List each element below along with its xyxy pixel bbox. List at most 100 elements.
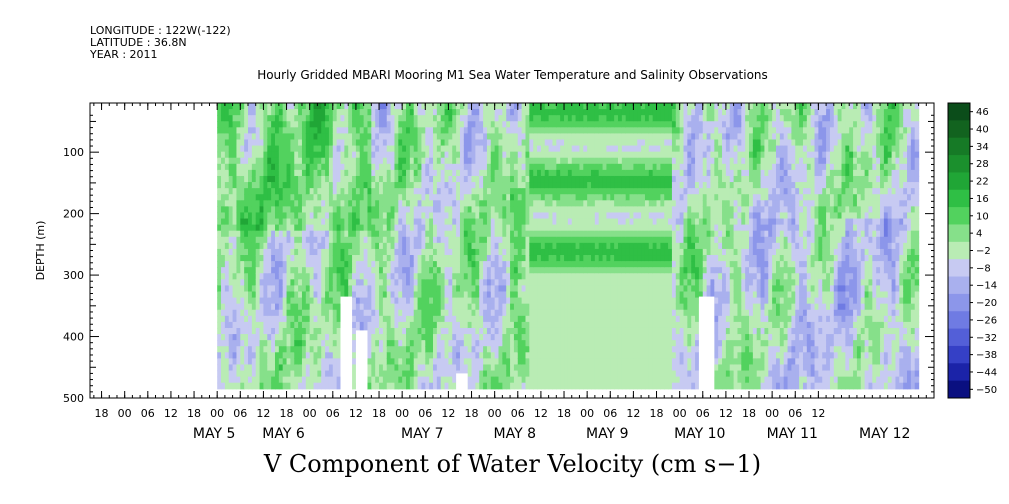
heatmap-cell <box>421 139 426 147</box>
heatmap-cell <box>560 121 565 128</box>
heatmap-cell <box>255 218 261 226</box>
heatmap-cell <box>317 157 322 165</box>
heatmap-cell <box>510 291 515 299</box>
heatmap-cell <box>363 206 369 214</box>
heatmap-cell <box>479 206 484 214</box>
heatmap-cell <box>540 230 546 238</box>
heatmap-cell <box>467 163 473 171</box>
heatmap-cell <box>344 194 349 201</box>
heatmap-cell <box>556 315 561 323</box>
heatmap-cell <box>255 151 261 159</box>
heatmap-cell <box>309 218 315 226</box>
heatmap-cell <box>413 212 419 220</box>
heatmap-cell <box>467 182 473 189</box>
heatmap-cell <box>479 224 484 232</box>
heatmap-cell <box>328 327 334 335</box>
heatmap-cell <box>556 267 561 274</box>
heatmap-cell <box>328 121 334 128</box>
heatmap-cell <box>575 255 581 262</box>
heatmap-cell <box>217 291 222 299</box>
heatmap-cell <box>317 340 322 347</box>
heatmap-cell <box>321 169 326 177</box>
heatmap-cell <box>240 273 245 280</box>
heatmap-cell <box>224 103 230 110</box>
heatmap-cell <box>267 291 272 299</box>
heatmap-cell <box>498 340 503 347</box>
heatmap-cell <box>502 157 507 165</box>
heatmap-cell <box>602 188 608 195</box>
heatmap-cell <box>332 382 338 390</box>
heatmap-cell <box>440 267 446 274</box>
heatmap-cell <box>448 212 453 220</box>
heatmap-cell <box>290 230 295 238</box>
heatmap-cell <box>521 169 527 177</box>
heatmap-cell <box>525 364 530 372</box>
heatmap-cell <box>309 194 315 201</box>
heatmap-cell <box>217 169 222 177</box>
heatmap-cell <box>298 370 303 378</box>
heatmap-cell <box>367 169 372 177</box>
heatmap-cell <box>506 248 511 256</box>
heatmap-cell <box>317 370 322 378</box>
heatmap-cell <box>221 212 226 220</box>
heatmap-cell <box>425 279 430 287</box>
heatmap-cell <box>290 206 295 214</box>
heatmap-cell <box>294 273 299 280</box>
heatmap-cell <box>444 133 450 141</box>
heatmap-cell <box>301 309 307 317</box>
heatmap-cell <box>344 127 349 134</box>
heatmap-cell <box>571 242 577 250</box>
heatmap-cell <box>436 285 442 293</box>
heatmap-cell <box>321 163 326 171</box>
heatmap-cell <box>390 121 396 128</box>
heatmap-cell <box>309 261 315 268</box>
heatmap-cell <box>610 212 615 220</box>
heatmap-cell <box>479 157 484 165</box>
heatmap-cell <box>375 121 380 128</box>
heatmap-cell <box>614 273 619 280</box>
heatmap-cell <box>459 188 465 195</box>
heatmap-cell <box>355 109 361 116</box>
heatmap-cell <box>498 334 503 341</box>
heatmap-cell <box>583 340 588 347</box>
heatmap-cell <box>255 303 261 311</box>
heatmap-cell <box>513 121 519 128</box>
heatmap-cell <box>452 121 457 128</box>
heatmap-cell <box>224 376 230 384</box>
heatmap-cell <box>429 103 434 110</box>
heatmap-cell <box>433 224 438 232</box>
heatmap-cell <box>352 291 357 299</box>
heatmap-cell <box>456 200 461 207</box>
heatmap-cell <box>425 261 430 268</box>
heatmap-cell <box>336 206 342 214</box>
heatmap-cell <box>274 109 280 116</box>
heatmap-cell <box>521 188 527 195</box>
heatmap-cell <box>375 224 380 232</box>
heatmap-cell <box>436 267 442 274</box>
heatmap-cell <box>406 327 411 335</box>
heatmap-cell <box>567 376 573 384</box>
heatmap-cell <box>221 206 226 214</box>
heatmap-cell <box>417 248 423 256</box>
heatmap-cell <box>298 224 303 232</box>
heatmap-cell <box>421 370 426 378</box>
heatmap-cell <box>494 224 500 232</box>
heatmap-cell <box>290 115 295 122</box>
heatmap-cell <box>259 248 265 256</box>
heatmap-cell <box>232 224 238 232</box>
heatmap-cell <box>537 346 542 353</box>
heatmap-cell <box>525 267 530 274</box>
heatmap-cell <box>394 291 399 299</box>
heatmap-cell <box>301 340 307 347</box>
heatmap-cell <box>548 182 554 189</box>
heatmap-cell <box>371 230 376 238</box>
heatmap-cell <box>506 169 511 177</box>
heatmap-cell <box>413 358 419 366</box>
heatmap-cell <box>217 315 222 323</box>
heatmap-cell <box>409 115 415 122</box>
heatmap-cell <box>390 364 396 372</box>
heatmap-cell <box>517 121 523 128</box>
heatmap-cell <box>537 230 542 238</box>
heatmap-cell <box>448 255 453 262</box>
heatmap-cell <box>355 206 361 214</box>
